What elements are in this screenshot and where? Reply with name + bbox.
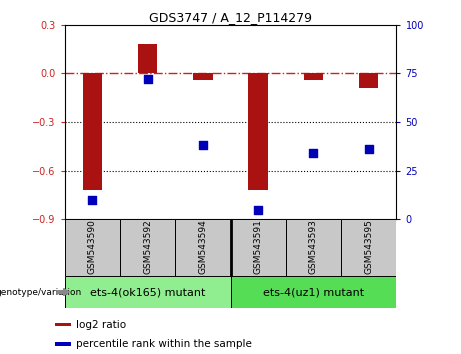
Bar bbox=[359, 73, 378, 88]
Text: ets-4(uz1) mutant: ets-4(uz1) mutant bbox=[263, 287, 364, 297]
Point bbox=[310, 150, 317, 156]
Text: GSM543591: GSM543591 bbox=[254, 219, 263, 274]
Text: log2 ratio: log2 ratio bbox=[76, 320, 126, 330]
Bar bbox=[55, 343, 71, 346]
Text: GSM543594: GSM543594 bbox=[198, 219, 207, 274]
Text: percentile rank within the sample: percentile rank within the sample bbox=[76, 339, 252, 349]
Text: GSM543592: GSM543592 bbox=[143, 219, 152, 274]
Point bbox=[365, 147, 372, 152]
Bar bbox=[83, 73, 102, 190]
Bar bbox=[248, 73, 268, 190]
Bar bbox=[65, 219, 120, 276]
Text: GSM543593: GSM543593 bbox=[309, 219, 318, 274]
Bar bbox=[230, 219, 286, 276]
Bar bbox=[304, 73, 323, 80]
Text: GSM543595: GSM543595 bbox=[364, 219, 373, 274]
Bar bbox=[193, 73, 213, 80]
Bar bbox=[55, 323, 71, 326]
Bar bbox=[230, 276, 396, 308]
Text: GSM543590: GSM543590 bbox=[88, 219, 97, 274]
Text: ets-4(ok165) mutant: ets-4(ok165) mutant bbox=[90, 287, 205, 297]
Bar bbox=[286, 219, 341, 276]
Bar bbox=[175, 219, 230, 276]
Point bbox=[144, 76, 151, 82]
Title: GDS3747 / A_12_P114279: GDS3747 / A_12_P114279 bbox=[149, 11, 312, 24]
Point bbox=[254, 207, 262, 212]
Bar bbox=[138, 44, 157, 73]
Bar bbox=[341, 219, 396, 276]
Bar bbox=[120, 219, 175, 276]
Bar bbox=[65, 276, 230, 308]
Point bbox=[199, 143, 207, 148]
Point bbox=[89, 197, 96, 203]
Text: genotype/variation: genotype/variation bbox=[0, 287, 82, 297]
